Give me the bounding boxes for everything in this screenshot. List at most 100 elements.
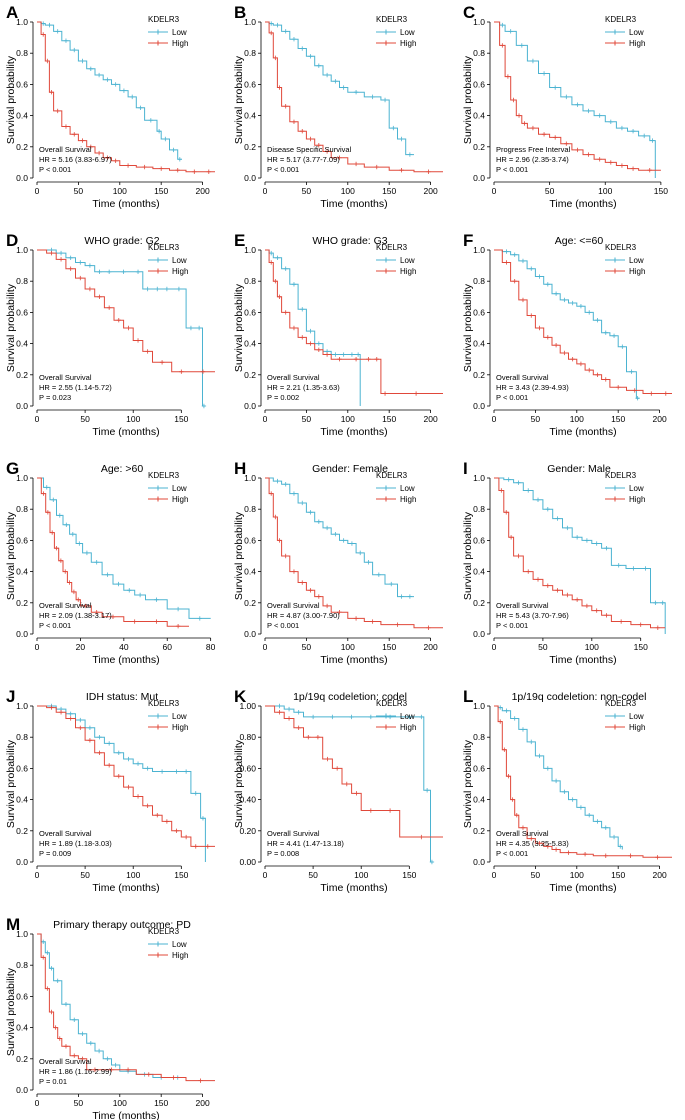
panel-title: IDH status: Mut [86, 691, 158, 703]
y-tick-label: 1.0 [473, 701, 485, 711]
x-tick-label: 200 [195, 186, 209, 196]
censor-mark-low [87, 725, 93, 731]
y-tick-label: 0.0 [16, 401, 28, 411]
censor-mark-low [193, 791, 198, 796]
y-tick-label: 0.6 [244, 307, 256, 317]
x-tick-label: 50 [302, 414, 312, 424]
censor-mark-low [389, 581, 394, 587]
censor-mark-high [413, 391, 419, 396]
p-value-annotation: P = 0.009 [39, 849, 71, 858]
km-panel-i: I Gender: Male 0.0 0.2 0.4 0.6 0.8 1.0 0 50 100 150… [462, 459, 666, 666]
p-value-annotation: P < 0.001 [496, 621, 528, 630]
censor-mark-high [308, 588, 313, 593]
panel-letter: D [6, 231, 18, 250]
censor-mark-high [291, 325, 297, 331]
censor-mark-high [315, 735, 321, 740]
hr-annotation: HR = 2.21 (1.35-3.63) [267, 383, 340, 392]
censor-mark-low [97, 735, 102, 740]
censor-mark-high [324, 603, 330, 609]
endpoint-annotation: Overall Survival [496, 373, 549, 382]
censor-mark-high [126, 784, 131, 790]
hr-annotation: HR = 4.87 (3.00-7.90) [267, 611, 340, 620]
censor-mark-low [349, 352, 355, 357]
x-tick-label: 50 [302, 186, 312, 196]
censor-mark-high [49, 530, 55, 535]
y-tick-label: 0.8 [16, 960, 28, 970]
censor-mark-high [399, 168, 404, 173]
y-tick-label: 1.0 [16, 245, 28, 255]
censor-mark-high [58, 257, 64, 262]
censor-mark-high [198, 1078, 203, 1083]
y-tick-label: 0.6 [16, 763, 28, 773]
censor-mark-high [68, 716, 73, 721]
censor-mark-high [106, 763, 112, 768]
hr-annotation: HR = 3.43 (2.39-4.93) [496, 383, 569, 392]
censor-mark-low [116, 581, 121, 587]
censor-mark-high [92, 1067, 98, 1072]
censor-mark-high [41, 491, 46, 496]
x-tick-label: 100 [598, 186, 612, 196]
censor-mark-low [308, 328, 313, 334]
y-tick-label: 0.20 [239, 826, 256, 836]
censor-mark-low [177, 157, 183, 162]
panel-letter: G [6, 459, 19, 478]
censor-mark-low [429, 859, 435, 865]
x-tick-label: 150 [154, 186, 168, 196]
censor-mark-high [88, 144, 94, 149]
censor-mark-high [419, 834, 424, 840]
p-value-annotation: P < 0.001 [496, 849, 528, 858]
x-tick-label: 0 [263, 186, 268, 196]
panel-letter: A [6, 3, 18, 22]
legend-title: KDELR3 [376, 15, 408, 24]
censor-mark-low [296, 710, 301, 715]
censor-mark-low [135, 761, 141, 766]
y-tick-label: 0.0 [473, 173, 485, 183]
censor-mark-low [145, 286, 150, 292]
x-tick-label: 150 [382, 642, 396, 652]
censor-mark-low [121, 269, 126, 275]
hr-annotation: HR = 1.86 (1.16-2.99) [39, 1067, 112, 1076]
censor-mark-high [526, 569, 531, 574]
x-tick-label: 100 [585, 642, 599, 652]
x-tick-label: 150 [154, 1098, 168, 1108]
censor-mark-high [512, 279, 517, 284]
x-tick-label: 80 [206, 642, 216, 652]
censor-mark-low [562, 789, 567, 794]
censor-mark-low [148, 118, 154, 123]
censor-mark-low [366, 560, 371, 565]
censor-mark-low [300, 46, 305, 51]
censor-mark-high [308, 341, 313, 346]
x-tick-label: 40 [119, 642, 129, 652]
censor-mark-high [655, 855, 660, 860]
censor-mark-high [97, 750, 102, 755]
x-tick-label: 200 [423, 642, 437, 652]
censor-mark-low [575, 102, 580, 107]
censor-mark-high [277, 538, 282, 543]
y-tick-label: 0.0 [244, 173, 256, 183]
censor-mark-low [130, 94, 135, 100]
censor-mark-high [354, 791, 359, 796]
censor-mark-low [49, 966, 54, 971]
censor-mark-low [96, 72, 102, 78]
censor-mark-high [522, 121, 527, 126]
censor-mark-low [308, 510, 313, 515]
y-axis-label: Survival probability [5, 283, 17, 372]
legend-label-low: Low [629, 256, 644, 265]
x-tick-label: 0 [35, 642, 40, 652]
y-tick-label: 0.2 [244, 142, 256, 152]
censor-mark-low [565, 525, 570, 531]
legend-label-low: Low [629, 712, 644, 721]
censor-mark-low [635, 396, 640, 401]
censor-mark-high [537, 325, 542, 331]
censor-mark-high [366, 357, 371, 362]
x-axis-label: Time (months) [92, 1110, 159, 1120]
legend-label-low: Low [400, 28, 415, 37]
p-value-annotation: P < 0.001 [267, 165, 299, 174]
censor-mark-low [145, 766, 150, 771]
x-tick-label: 150 [402, 870, 416, 880]
legend-title: KDELR3 [376, 699, 408, 708]
censor-mark-low [349, 541, 355, 546]
censor-mark-low [630, 129, 636, 134]
censor-mark-high [370, 619, 375, 624]
censor-mark-low [154, 597, 159, 602]
